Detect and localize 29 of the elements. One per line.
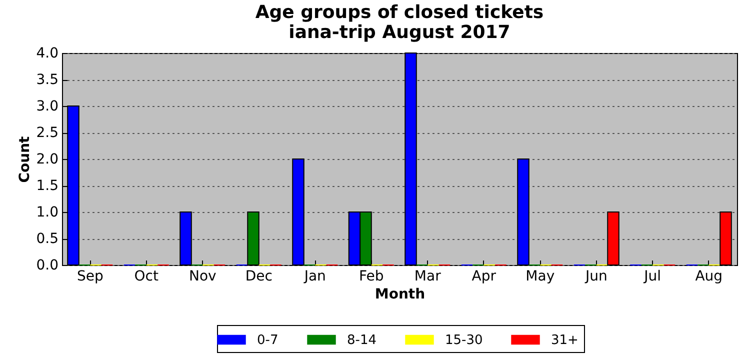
legend-label: 31+ (551, 332, 578, 348)
y-tick-label: 2.0 (36, 152, 58, 168)
y-tick-label: 1.0 (36, 204, 58, 220)
x-tick-label: Sep (76, 268, 104, 284)
y-tick-label: 2.5 (36, 125, 58, 141)
x-tick-label: May (526, 268, 555, 284)
x-tick-label: Nov (188, 268, 216, 284)
legend-label: 15-30 (445, 332, 483, 348)
x-tick-label: Jul (643, 268, 662, 284)
y-tick-label: 0.5 (36, 231, 58, 247)
x-tick-label: Apr (472, 268, 496, 284)
chart-title: Age groups of closed tickets (255, 2, 544, 23)
y-tick-label: 3.5 (36, 72, 58, 88)
x-tick-label: Jun (584, 268, 608, 284)
x-tick-label: Oct (134, 268, 159, 284)
x-tick-label: Mar (414, 268, 442, 284)
x-axis-title: Month (374, 286, 426, 302)
y-axis-title: Count (17, 136, 34, 183)
y-tick-label: 3.0 (36, 98, 58, 114)
y-tick-label: 1.5 (36, 178, 58, 194)
legend-label: 0-7 (257, 332, 278, 348)
x-tick-label: Aug (695, 268, 723, 284)
x-tick-label: Dec (245, 268, 272, 284)
legend-label: 8-14 (347, 332, 377, 348)
y-tick-label: 0.0 (36, 258, 58, 274)
x-tick-label: Feb (358, 268, 384, 284)
y-tick-label: 4.0 (36, 46, 58, 62)
chart-subtitle: iana-trip August 2017 (288, 22, 510, 43)
x-tick-label: Jan (303, 268, 326, 284)
